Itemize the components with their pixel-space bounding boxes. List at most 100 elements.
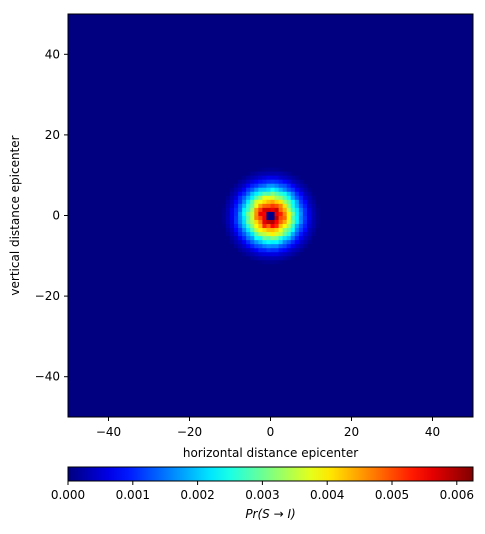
heatmap-cell	[262, 199, 267, 204]
heatmap-cell	[193, 191, 199, 196]
heatmap-cell	[213, 110, 219, 116]
heatmap-cell	[209, 175, 215, 180]
heatmap-cell	[213, 38, 219, 43]
heatmap-cell	[157, 275, 162, 281]
heatmap-cell	[225, 215, 231, 220]
heatmap-cell	[68, 163, 73, 168]
heatmap-cell	[185, 191, 190, 196]
heatmap-cell	[72, 271, 77, 277]
heatmap-cell	[80, 159, 85, 164]
heatmap-cell	[197, 195, 203, 200]
heatmap-cell	[157, 267, 162, 273]
heatmap-cell	[88, 42, 93, 47]
heatmap-cell	[258, 336, 263, 341]
heatmap-cell	[116, 86, 122, 92]
heatmap-cell	[266, 191, 271, 196]
heatmap-cell	[234, 106, 239, 112]
heatmap-cell	[209, 352, 215, 357]
heatmap-cell	[262, 348, 267, 353]
heatmap-cell	[76, 227, 81, 233]
heatmap-cell	[88, 404, 93, 410]
heatmap-cell	[84, 288, 89, 293]
heatmap-cell	[185, 82, 190, 87]
heatmap-cell	[112, 344, 118, 349]
heatmap-cell	[165, 187, 170, 192]
heatmap-cell	[205, 167, 211, 172]
heatmap-cell	[209, 34, 215, 39]
heatmap-cell	[124, 312, 130, 317]
heatmap-cell	[165, 50, 170, 55]
heatmap-cell	[205, 130, 211, 136]
heatmap-cell	[213, 275, 219, 281]
heatmap-cell	[88, 22, 93, 27]
heatmap-cell	[246, 58, 251, 63]
heatmap-cell	[225, 183, 231, 188]
heatmap-cell	[144, 344, 150, 349]
heatmap-cell	[80, 328, 85, 333]
heatmap-cell	[217, 122, 223, 128]
heatmap-cell	[136, 183, 142, 188]
heatmap-cell	[254, 126, 259, 132]
heatmap-cell	[250, 372, 255, 378]
heatmap-cell	[128, 118, 134, 124]
heatmap-cell	[209, 130, 215, 136]
heatmap-cell	[262, 195, 267, 200]
heatmap-cell	[193, 171, 199, 176]
heatmap-cell	[124, 151, 130, 156]
heatmap-cell	[140, 247, 146, 253]
heatmap-cell	[181, 388, 186, 394]
heatmap-cell	[128, 195, 134, 200]
heatmap-cell	[120, 102, 126, 108]
heatmap-cell	[120, 163, 126, 168]
heatmap-cell	[88, 255, 93, 261]
heatmap-cell	[242, 340, 247, 345]
heatmap-cell	[68, 138, 73, 144]
heatmap-cell	[234, 400, 239, 406]
heatmap-cell	[258, 146, 263, 152]
heatmap-cell	[181, 344, 186, 349]
heatmap-cell	[217, 271, 223, 277]
heatmap-cell	[80, 300, 85, 305]
heatmap-cell	[197, 110, 203, 116]
heatmap-cell	[225, 58, 231, 63]
heatmap-cell	[197, 227, 203, 233]
heatmap-cell	[88, 219, 93, 225]
heatmap-cell	[238, 155, 243, 160]
heatmap-cell	[149, 98, 154, 104]
heatmap-cell	[112, 191, 118, 196]
heatmap-cell	[181, 308, 186, 313]
heatmap-cell	[149, 138, 154, 144]
heatmap-cell	[92, 255, 97, 261]
heatmap-cell	[234, 243, 239, 249]
heatmap-cell	[197, 376, 203, 382]
heatmap-cell	[149, 316, 154, 321]
heatmap-cell	[120, 26, 126, 31]
heatmap-cell	[157, 175, 162, 180]
heatmap-cell	[132, 356, 138, 362]
heatmap-cell	[112, 251, 118, 257]
heatmap-cell	[238, 396, 243, 402]
heatmap-cell	[173, 251, 178, 257]
heatmap-cell	[254, 54, 259, 59]
heatmap-cell	[201, 288, 207, 293]
heatmap-cell	[108, 336, 113, 341]
heatmap-cell	[132, 134, 138, 140]
heatmap-cell	[136, 360, 142, 366]
heatmap-cell	[149, 360, 154, 366]
heatmap-cell	[250, 396, 255, 402]
heatmap-cell	[165, 82, 170, 87]
heatmap-cell	[100, 392, 105, 398]
heatmap-cell	[201, 94, 207, 100]
heatmap-cell	[112, 376, 118, 382]
heatmap-cell	[221, 259, 227, 265]
heatmap-cell	[242, 98, 247, 104]
heatmap-cell	[173, 239, 178, 245]
heatmap-cell	[124, 78, 130, 83]
heatmap-cell	[128, 14, 134, 19]
heatmap-cell	[120, 138, 126, 144]
heatmap-cell	[128, 18, 134, 23]
heatmap-cell	[84, 62, 89, 67]
heatmap-cell	[185, 344, 190, 349]
heatmap-cell	[149, 296, 154, 301]
heatmap-cell	[157, 292, 162, 297]
